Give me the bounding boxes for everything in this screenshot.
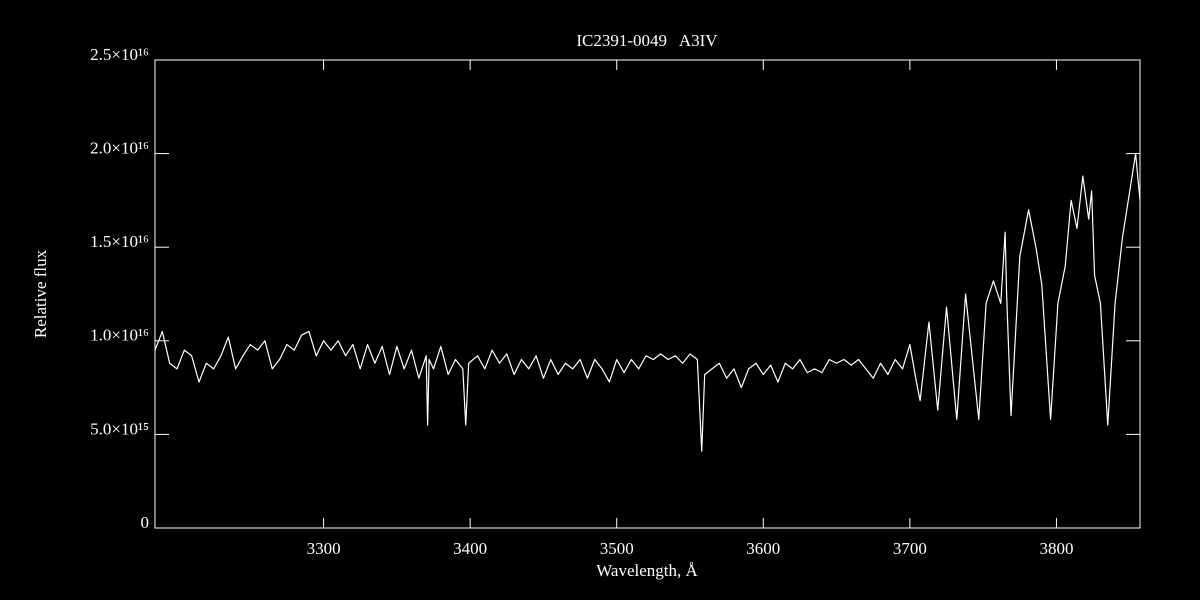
spectrum-line (154, 153, 1141, 452)
y-tick-label: 1.0×10¹⁶ (90, 326, 149, 345)
x-tick-label: 3400 (453, 539, 487, 558)
y-axis-label: Relative flux (31, 249, 50, 338)
x-axis-label: Wavelength, Å (596, 561, 698, 580)
x-tick-label: 3300 (307, 539, 341, 558)
y-tick-label: 0 (141, 513, 150, 532)
chart-title: IC2391-0049 A3IV (576, 31, 718, 50)
y-tick-label: 2.5×10¹⁶ (90, 45, 149, 64)
x-tick-label: 3600 (746, 539, 780, 558)
x-tick-label: 3800 (1039, 539, 1073, 558)
y-tick-label: 1.5×10¹⁶ (90, 232, 149, 251)
y-tick-label: 5.0×10¹⁵ (90, 419, 149, 438)
x-tick-label: 3700 (893, 539, 927, 558)
y-tick-label: 2.0×10¹⁶ (90, 139, 149, 158)
x-tick-label: 3500 (600, 539, 634, 558)
plot-frame (154, 59, 1141, 529)
